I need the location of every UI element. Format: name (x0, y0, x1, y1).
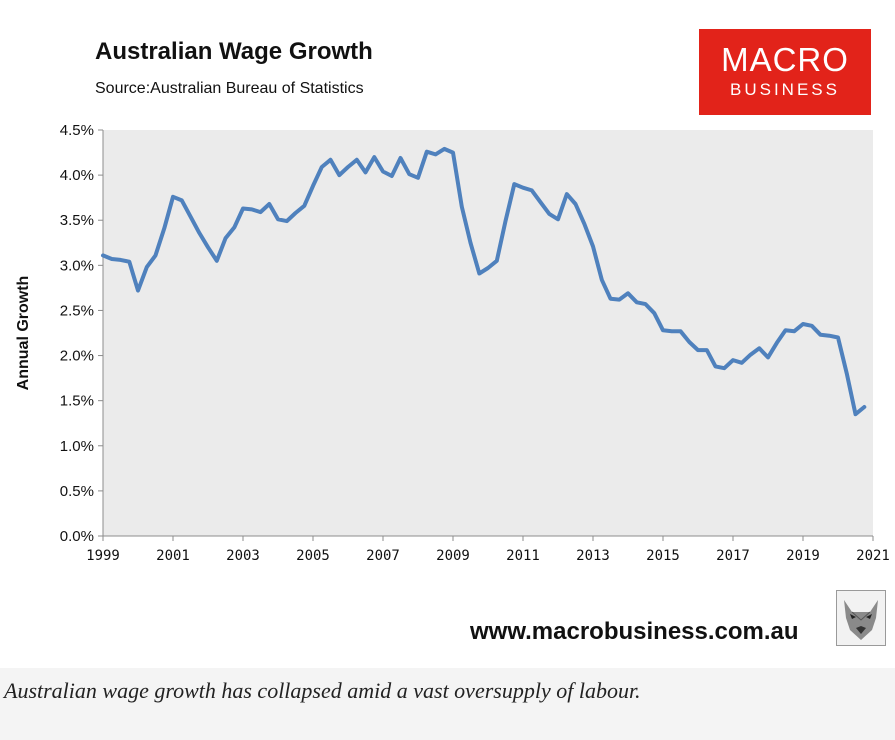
y-tick-label: 0.0% (60, 528, 94, 545)
y-tick-label: 4.0% (60, 167, 94, 184)
line-chart: 4.5% 4.0% 3.5% 3.0% 2.5% 2.0% 1.5% 1.0% 0.5% 0.0%… (15, 122, 890, 564)
y-tick-label: 4.5% (60, 122, 94, 139)
y-tick-label: 1.0% (60, 438, 94, 455)
x-tick-label: 2005 (296, 548, 330, 564)
chart-panel: Australian Wage Growth Source:Australian… (15, 29, 890, 646)
x-tick-label: 2007 (366, 548, 400, 564)
chart-source: Source:Australian Bureau of Statistics (95, 80, 364, 97)
plot-area (103, 130, 873, 536)
website-url: www.macrobusiness.com.au (470, 618, 799, 645)
wolf-icon (836, 590, 886, 646)
y-tick-label: 2.0% (60, 348, 94, 365)
y-tick-label: 1.5% (60, 393, 94, 410)
y-tick-label: 0.5% (60, 483, 94, 500)
macrobusiness-logo: MACRO BUSINESS (699, 29, 871, 115)
logo-macro-text: MACRO (721, 41, 849, 78)
x-tick-label: 2013 (576, 548, 610, 564)
x-tick-label: 2021 (856, 548, 890, 564)
x-tick-label: 2015 (646, 548, 680, 564)
x-tick-label: 2009 (436, 548, 470, 564)
y-tick-label: 3.5% (60, 212, 94, 229)
y-tick-label: 3.0% (60, 257, 94, 274)
y-tick-label: 2.5% (60, 302, 94, 319)
figure-caption: Australian wage growth has collapsed ami… (4, 678, 641, 703)
y-axis-label: Annual Growth (15, 276, 32, 391)
caption-area: Australian wage growth has collapsed ami… (0, 668, 895, 740)
x-tick-label: 2001 (156, 548, 190, 564)
x-tick-label: 2019 (786, 548, 820, 564)
x-tick-label: 2011 (506, 548, 540, 564)
wage-growth-line (101, 146, 867, 417)
x-tick-label: 1999 (86, 548, 120, 564)
x-tick-label: 2003 (226, 548, 260, 564)
chart-title: Australian Wage Growth (95, 38, 373, 65)
x-tick-label: 2017 (716, 548, 750, 564)
logo-business-text: BUSINESS (730, 80, 840, 99)
